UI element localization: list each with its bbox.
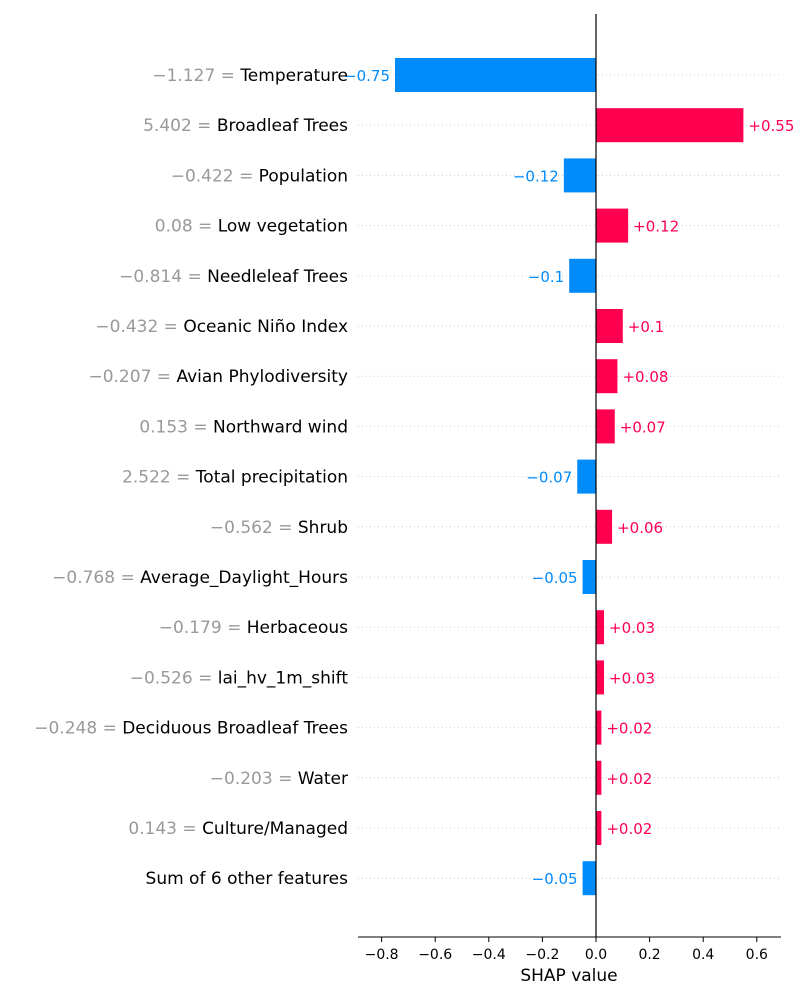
feature-name: Needleleaf Trees <box>207 267 348 287</box>
bar <box>582 861 596 896</box>
bar <box>596 309 623 343</box>
bar-value-label: +0.02 <box>606 820 652 838</box>
bar-value-label: +0.1 <box>628 318 664 336</box>
bar <box>596 208 629 243</box>
bar-value-label: −0.75 <box>344 67 390 85</box>
bar-value-label: +0.02 <box>606 770 652 788</box>
bar-value-label: +0.07 <box>620 418 666 436</box>
bar <box>596 108 744 143</box>
feature-name: Average_Daylight_Hours <box>140 568 348 588</box>
feature-name: Deciduous Broadleaf Trees <box>122 719 348 739</box>
bar-value-label: −0.05 <box>532 870 578 888</box>
x-tick-label: −0.2 <box>525 947 559 963</box>
bar-value-label: +0.55 <box>748 117 794 135</box>
bar-value-label: +0.08 <box>622 368 668 386</box>
feature-label: −0.207 = Avian Phylodiversity <box>88 367 348 387</box>
x-axis-label: SHAP value <box>520 966 617 986</box>
feature-name: Broadleaf Trees <box>217 116 348 136</box>
bar <box>596 811 602 845</box>
x-tick-label: 0.0 <box>585 947 607 963</box>
feature-value: −0.203 = <box>210 769 298 789</box>
bar-value-label: +0.03 <box>609 669 655 687</box>
feature-label: −0.768 = Average_Daylight_Hours <box>52 568 348 588</box>
bar-value-label: +0.02 <box>606 720 652 738</box>
feature-value: 0.08 = <box>155 217 218 237</box>
feature-name: Population <box>259 166 348 186</box>
feature-label: −0.432 = Oceanic Niño Index <box>95 317 348 337</box>
feature-label: −0.526 = lai_hv_1m_shift <box>130 668 349 688</box>
feature-name: Northward wind <box>213 417 348 437</box>
feature-label: 2.522 = Total precipitation <box>122 468 348 488</box>
feature-value: 2.522 = <box>122 468 196 488</box>
feature-label: −0.814 = Needleleaf Trees <box>119 267 348 287</box>
feature-label: 0.143 = Culture/Managed <box>128 819 348 839</box>
feature-name: Water <box>298 769 348 789</box>
bar-value-labels: −0.75 +0.55 −0.12 +0.12 −0.1 +0.1 +0.08 +0.07 −0… <box>344 67 794 888</box>
feature-value: −0.562 = <box>210 518 298 538</box>
bars <box>395 58 744 896</box>
x-tick-label: −0.4 <box>472 947 506 963</box>
feature-name: Oceanic Niño Index <box>183 317 348 337</box>
bar <box>577 459 596 494</box>
bar <box>569 258 596 293</box>
bar-value-label: −0.07 <box>526 469 572 487</box>
feature-label: −0.248 = Deciduous Broadleaf Trees <box>34 719 348 739</box>
feature-label: 5.402 = Broadleaf Trees <box>143 116 348 136</box>
bar-value-label: −0.05 <box>532 569 578 587</box>
x-tick-label: 0.4 <box>692 947 714 963</box>
feature-label: −0.562 = Shrub <box>210 518 348 538</box>
feature-name: Herbaceous <box>247 618 348 638</box>
bar <box>596 760 602 795</box>
feature-value: −0.207 = <box>88 367 176 387</box>
bar-value-label: +0.03 <box>609 619 655 637</box>
x-tick-label: 0.6 <box>746 947 768 963</box>
feature-name: Total precipitation <box>195 468 348 488</box>
feature-name: Shrub <box>298 518 348 538</box>
feature-value: −0.179 = <box>159 618 247 638</box>
feature-label: −0.203 = Water <box>210 769 348 789</box>
bar <box>596 660 605 695</box>
bar <box>596 509 613 544</box>
bar <box>596 409 615 444</box>
bar <box>395 58 596 92</box>
x-tick-label: −0.8 <box>365 947 399 963</box>
feature-name: Avian Phylodiversity <box>176 367 348 387</box>
feature-name: Low vegetation <box>218 217 348 237</box>
feature-value: −1.127 = <box>152 66 240 86</box>
feature-value: 5.402 = <box>143 116 217 136</box>
feature-name: Sum of 6 other features <box>146 869 349 889</box>
feature-label: −1.127 = Temperature <box>152 66 348 86</box>
feature-value: −0.422 = <box>171 166 259 186</box>
bar-value-label: +0.12 <box>633 218 679 236</box>
feature-value: −0.248 = <box>34 719 122 739</box>
x-axis: −0.8 −0.6 −0.4 −0.2 0.0 0.2 0.4 0.6 <box>358 936 781 963</box>
feature-value: −0.814 = <box>119 267 207 287</box>
x-tick-label: 0.2 <box>638 947 660 963</box>
feature-label: Sum of 6 other features <box>146 869 349 889</box>
feature-name: Culture/Managed <box>202 819 348 839</box>
feature-label: 0.153 = Northward wind <box>139 417 348 437</box>
feature-value: 0.143 = <box>128 819 202 839</box>
bar <box>596 359 618 394</box>
feature-label: −0.422 = Population <box>171 166 348 186</box>
feature-value: 0.153 = <box>139 417 213 437</box>
guide-lines <box>358 74 781 879</box>
feature-name: lai_hv_1m_shift <box>218 668 349 688</box>
feature-label: −0.179 = Herbaceous <box>159 618 348 638</box>
bar-value-label: −0.12 <box>513 167 559 185</box>
feature-value: −0.432 = <box>95 317 183 337</box>
x-tick-label: −0.6 <box>418 947 452 963</box>
bar-value-label: +0.06 <box>617 519 663 537</box>
feature-labels: −1.127 = Temperature 5.402 = Broadleaf Tr… <box>34 66 348 889</box>
bar <box>563 158 596 193</box>
bar <box>596 710 602 745</box>
bar <box>582 560 596 594</box>
feature-name: Temperature <box>239 66 348 86</box>
bar-value-label: −0.1 <box>528 268 564 286</box>
feature-value: −0.526 = <box>130 668 218 688</box>
feature-label: 0.08 = Low vegetation <box>155 217 348 237</box>
bar <box>596 610 605 645</box>
feature-value: −0.768 = <box>52 568 140 588</box>
